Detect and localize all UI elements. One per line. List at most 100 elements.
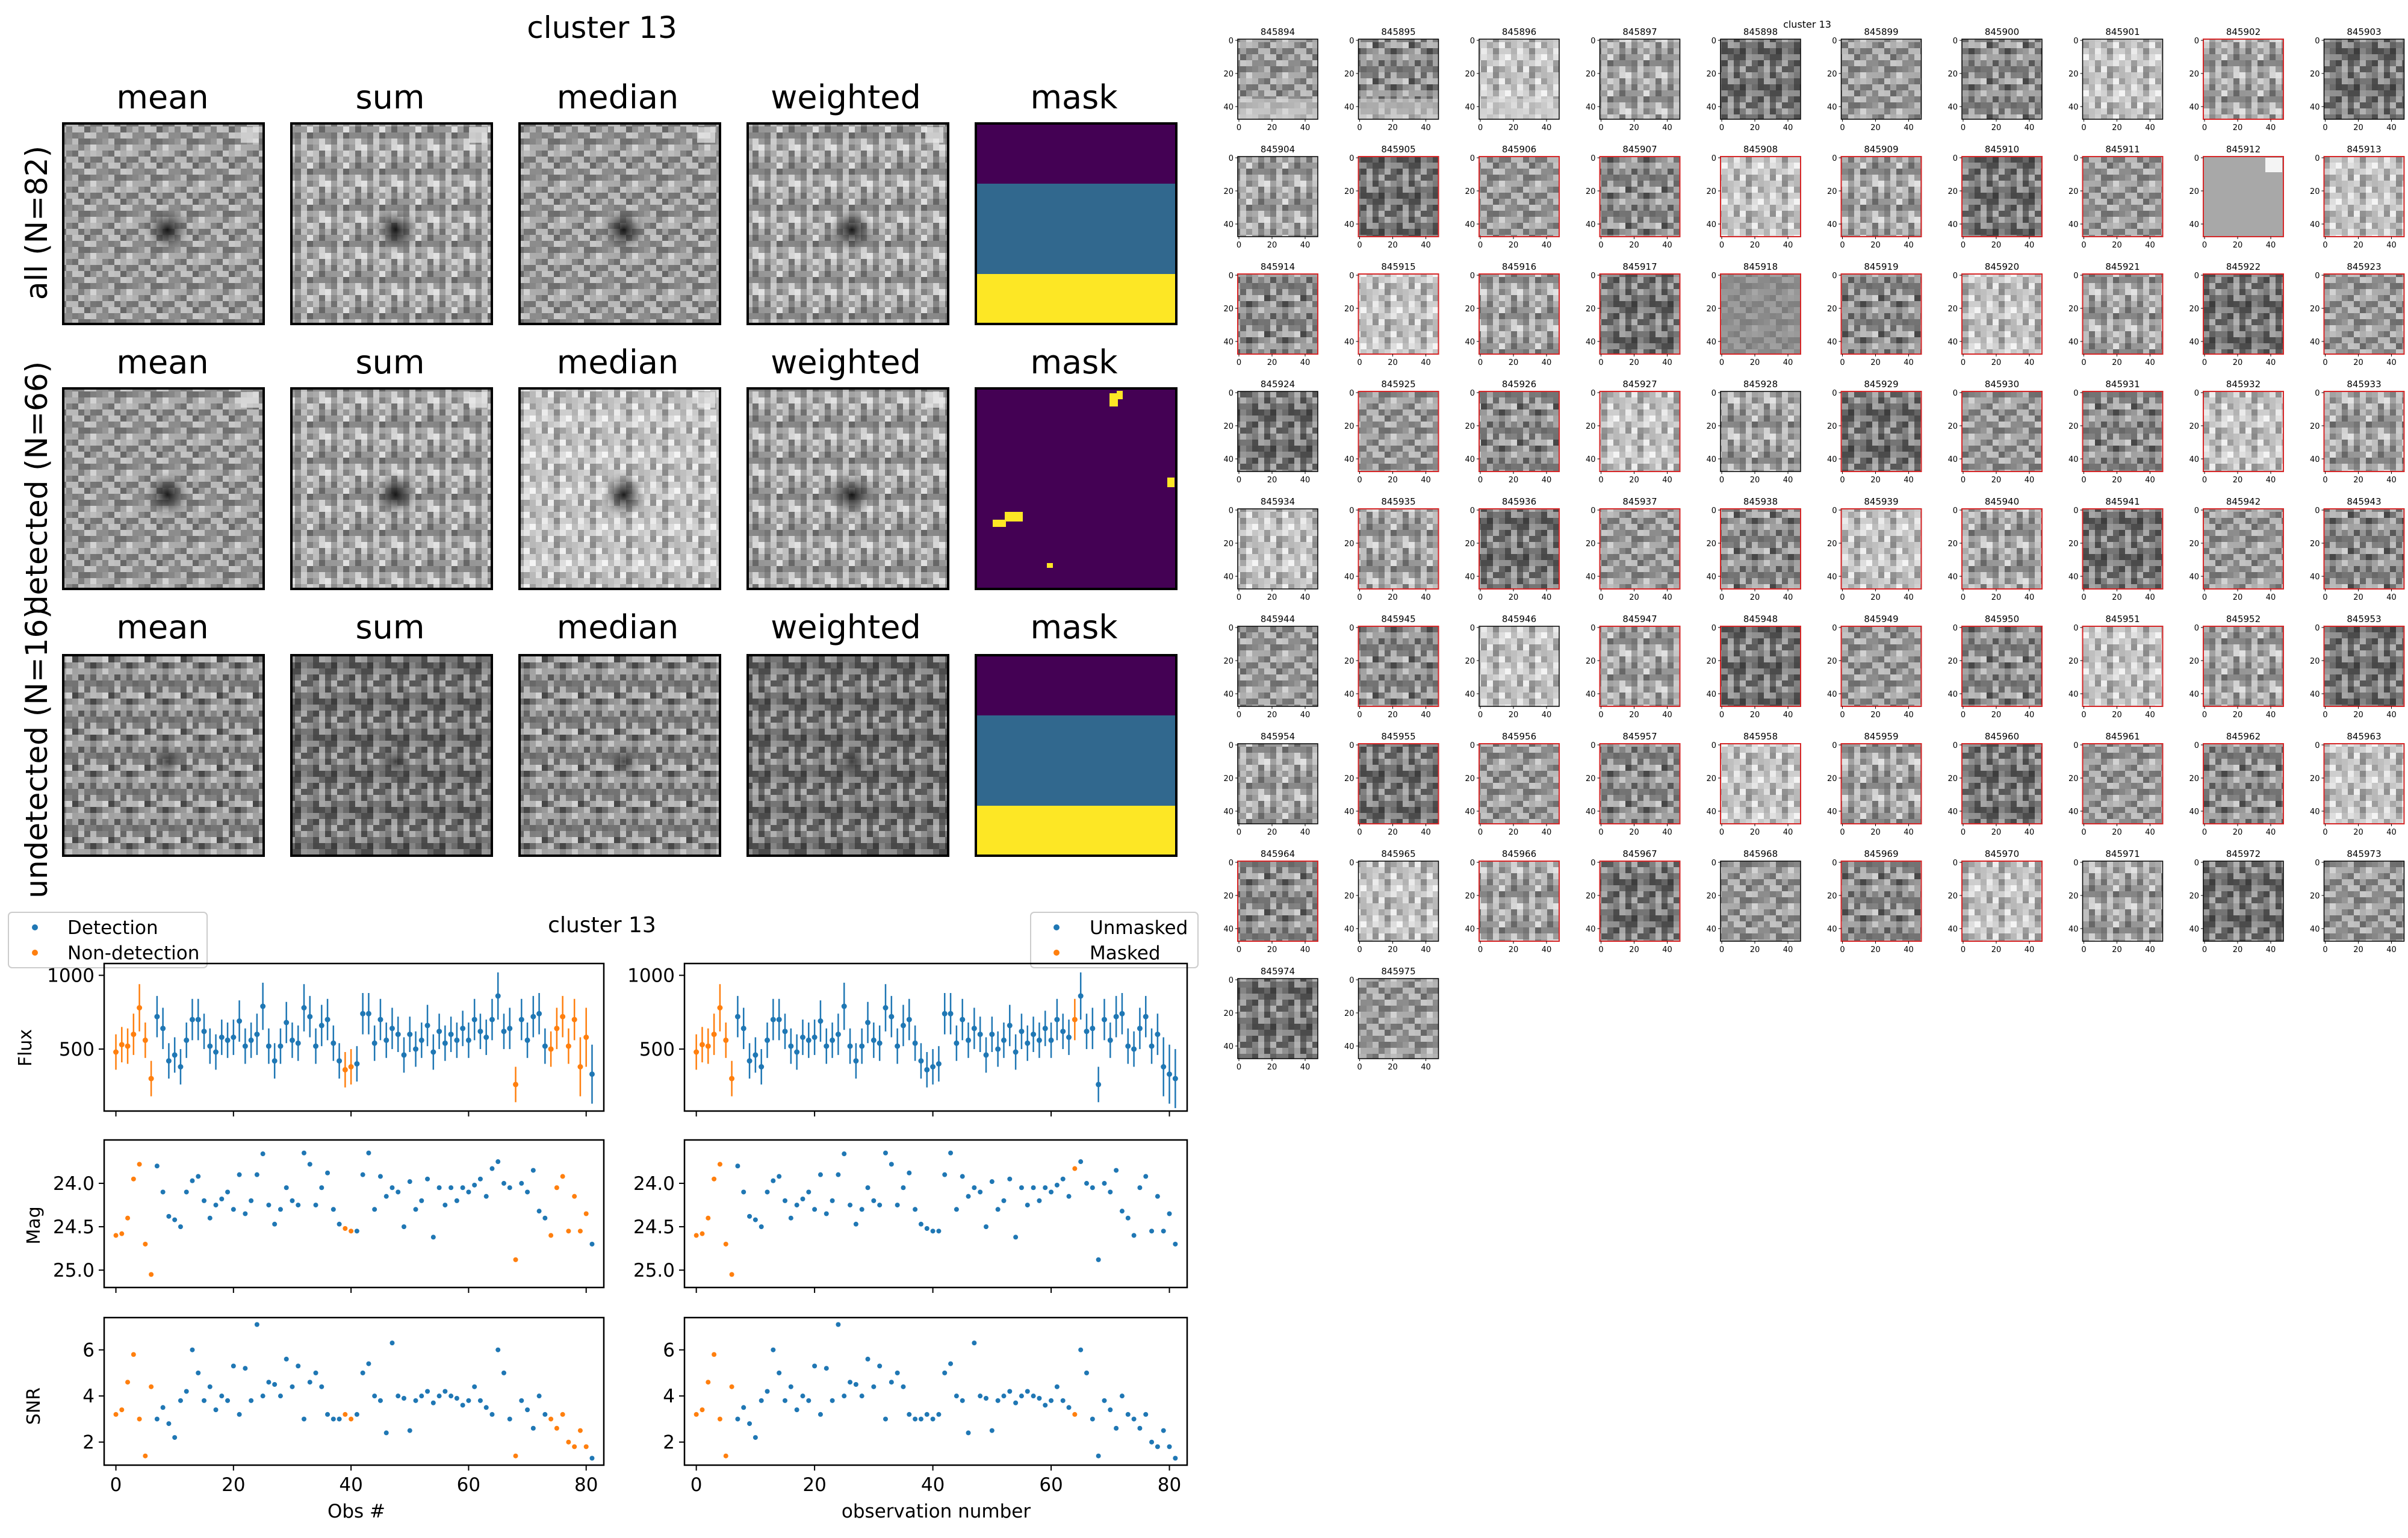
- y-tick-label: 40: [1223, 338, 1233, 347]
- cutout-845905: 845905 0 0 20 20 40 40: [1344, 144, 1439, 250]
- cutout-image: [1358, 157, 1439, 237]
- y-tick-label: 0: [1229, 389, 1233, 398]
- mag-point: [313, 1203, 318, 1208]
- cutout-frame: [2082, 39, 2164, 120]
- x-tick-label: 20: [2112, 123, 2122, 132]
- snr-point: [572, 1444, 577, 1449]
- y-tick-label: 20: [1827, 422, 1837, 431]
- flux-point: [207, 1043, 213, 1049]
- snr-point: [1001, 1393, 1007, 1399]
- cutout-frame: [1237, 978, 1318, 1059]
- mag-point: [1119, 1209, 1125, 1214]
- x-tick-label: 20: [1870, 476, 1881, 485]
- snr-point: [995, 1398, 1001, 1403]
- x-tick-label: 20: [1750, 476, 1760, 485]
- x-tick-label: 40: [1783, 593, 1793, 602]
- cutout-image: [1600, 861, 1680, 941]
- y-tick-label: 20: [2189, 540, 2199, 549]
- mag-point: [137, 1162, 142, 1167]
- mag-point: [507, 1185, 512, 1191]
- snr-point: [771, 1347, 776, 1353]
- x-tick-label: 20: [1870, 358, 1881, 367]
- x-tick-label: 40: [1421, 123, 1431, 132]
- x-tick-label: 20: [1267, 593, 1277, 602]
- mag-point: [166, 1213, 172, 1219]
- cutout-845901: 845901 0 0 20 20 40 40: [2068, 26, 2164, 132]
- x-tick-label: 0: [1478, 476, 1483, 485]
- cutout-845912: 845912 0 0 20 20 40 40: [2189, 144, 2284, 250]
- y-tick-label: 40: [2189, 573, 2199, 582]
- legend-box: [8, 912, 208, 968]
- cutout-id-label: 845920: [1985, 261, 2019, 272]
- flux-point: [583, 1035, 589, 1040]
- mag-point: [430, 1234, 436, 1240]
- y-tick-label: 0: [1470, 272, 1475, 281]
- x-tick-label: 40: [1542, 241, 1552, 250]
- cutout-845949: 845949 0 0 20 20 40 40: [1827, 614, 1922, 720]
- mag-point: [907, 1170, 912, 1175]
- cutout-image: [1358, 861, 1439, 941]
- mag-point: [783, 1198, 787, 1203]
- mag-point: [1161, 1228, 1166, 1234]
- cutout-id-label: 845922: [2226, 261, 2261, 272]
- x-tick-label: 40: [2145, 476, 2155, 485]
- cutout-id-label: 845961: [2105, 731, 2140, 742]
- mag-point: [830, 1198, 835, 1203]
- x-tick-label: 0: [1840, 828, 1845, 837]
- x-tick-label: 0: [2323, 123, 2327, 132]
- snr-point: [1066, 1405, 1072, 1410]
- cutout-frame: [1961, 273, 2043, 355]
- y-tick-label: 4: [663, 1386, 675, 1407]
- snr-point: [1049, 1398, 1054, 1403]
- y-tick-label: 40: [1344, 1042, 1354, 1051]
- y-tick-label: 40: [1465, 808, 1475, 817]
- snr-point: [712, 1352, 717, 1357]
- cutout-image: [1962, 861, 2042, 941]
- cutout-frame: [2323, 273, 2405, 355]
- cutout-frame: [1840, 626, 1922, 707]
- x-tick-label: 40: [1542, 828, 1552, 837]
- x-tick-label: 0: [1961, 593, 1966, 602]
- mag-point: [284, 1185, 289, 1191]
- snr-point: [519, 1398, 524, 1403]
- y-tick-label: 0: [1711, 859, 1716, 868]
- cutout-frame: [2203, 861, 2284, 942]
- cutout-image: [1238, 157, 1318, 237]
- x-tick-label: 0: [1237, 711, 1241, 720]
- y-tick-label: 40: [2068, 455, 2079, 464]
- weighted-frame: [746, 122, 949, 325]
- mag-point: [577, 1228, 583, 1234]
- snr-point: [419, 1393, 424, 1399]
- mag-point: [918, 1221, 923, 1227]
- snr-point: [454, 1395, 459, 1401]
- y-tick-label: 0: [2073, 272, 2078, 281]
- cutout-845948: 845948 0 0 20 20 40 40: [1706, 614, 1801, 720]
- flux-point: [577, 1064, 583, 1069]
- snr-point: [1173, 1455, 1178, 1461]
- snr-point: [442, 1389, 448, 1394]
- y-tick-label: 20: [1947, 187, 1958, 196]
- y-tick-label: 40: [1706, 455, 1716, 464]
- legend-marker-non-detection: [32, 950, 38, 956]
- mag-point: [560, 1174, 565, 1179]
- snr-point: [907, 1412, 912, 1417]
- cutout-845904: 845904 0 0 20 20 40 40: [1223, 144, 1318, 250]
- mag-point: [519, 1181, 524, 1186]
- flux-point: [189, 1017, 195, 1023]
- cutout-id-label: 845899: [1864, 26, 1898, 37]
- y-tick-label: 4: [82, 1386, 95, 1407]
- x-tick-label: 40: [1904, 828, 1914, 837]
- y-tick-label: 40: [1465, 690, 1475, 699]
- y-tick-label: 2: [82, 1432, 95, 1454]
- flux-point: [295, 1040, 301, 1046]
- flux-point: [248, 1037, 254, 1043]
- y-tick-label: 24.5: [633, 1216, 675, 1238]
- mask-band: [976, 806, 1176, 856]
- x-tick-label: 20: [1750, 711, 1760, 720]
- cutout-image: [1721, 861, 1801, 941]
- snr-point: [1072, 1412, 1078, 1417]
- mag-point: [207, 1215, 213, 1221]
- mag-point: [812, 1207, 818, 1212]
- snr-point: [396, 1393, 401, 1399]
- x-tick-label: 0: [1719, 123, 1724, 132]
